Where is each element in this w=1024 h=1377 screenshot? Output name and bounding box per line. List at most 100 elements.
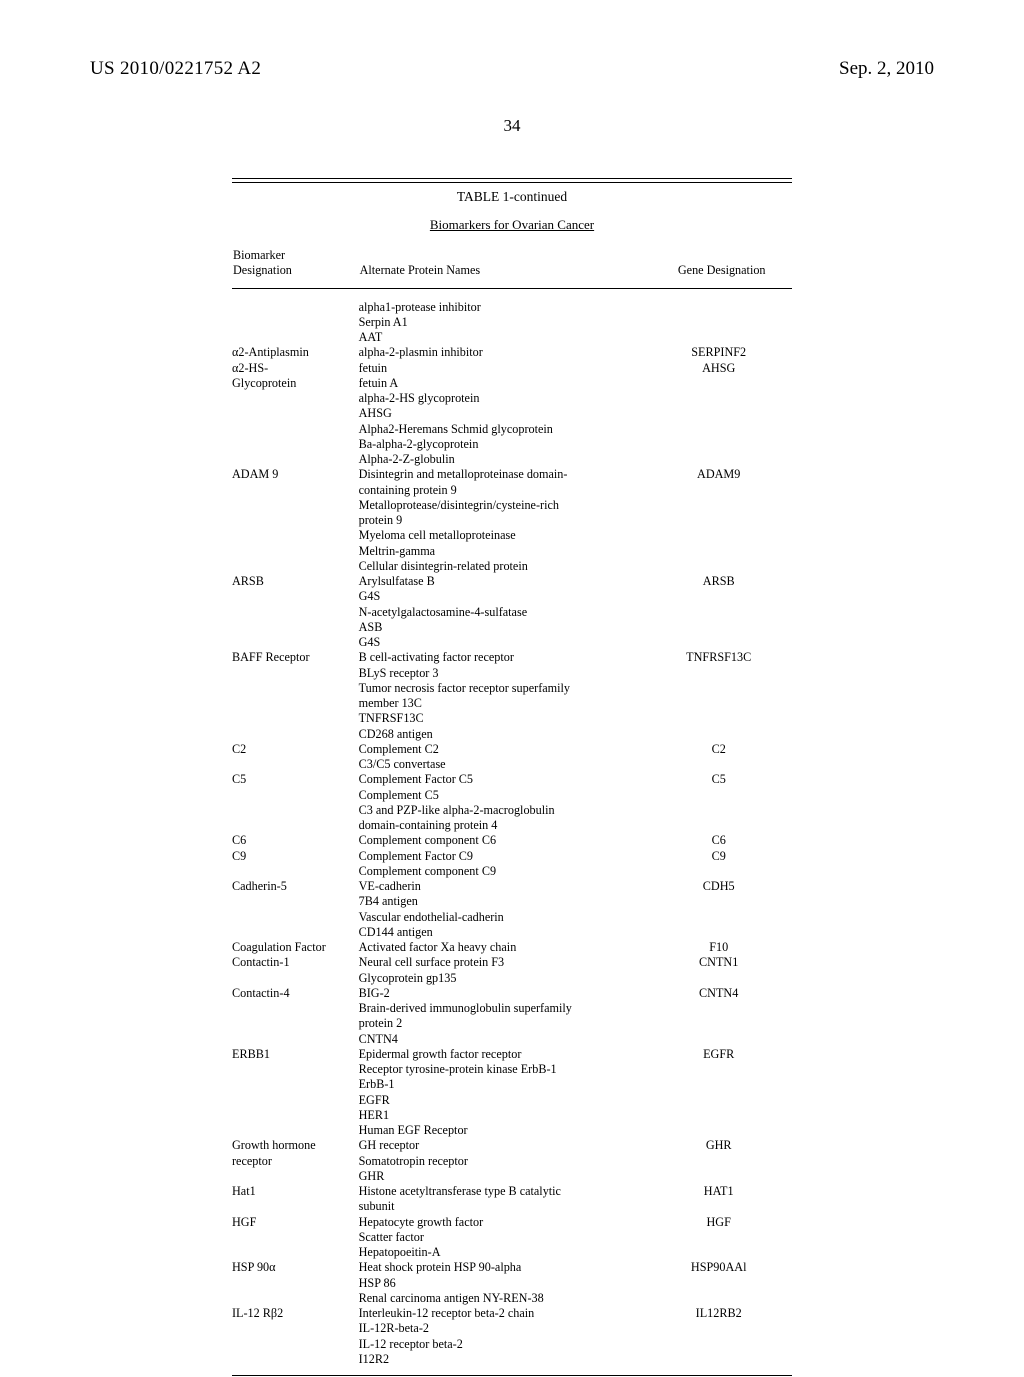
table-row: Cellular disintegrin-related protein (232, 559, 792, 574)
cell-biomarker (232, 757, 359, 772)
cell-alternate: Disintegrin and metalloproteinase domain… (359, 467, 652, 482)
table-row: HSP 90αHeat shock protein HSP 90-alphaHS… (232, 1260, 792, 1275)
cell-alternate: B cell-activating factor receptor (359, 650, 652, 665)
cell-biomarker (232, 1108, 359, 1123)
cell-gene (651, 620, 792, 635)
cell-gene (651, 803, 792, 818)
cell-alternate: ErbB-1 (359, 1077, 652, 1092)
cell-alternate: Vascular endothelial-cadherin (359, 910, 652, 925)
cell-biomarker: receptor (232, 1154, 359, 1169)
biomarkers-table: Biomarker Designation Alternate Protein … (232, 247, 792, 1367)
cell-biomarker (232, 1321, 359, 1336)
cell-biomarker: ADAM 9 (232, 467, 359, 482)
table-row: protein 9 (232, 513, 792, 528)
page-number: 34 (90, 116, 934, 136)
cell-alternate: Myeloma cell metalloproteinase (359, 528, 652, 543)
cell-biomarker (232, 681, 359, 696)
table-row: Metalloprotease/disintegrin/cysteine-ric… (232, 498, 792, 513)
table-row: BAFF ReceptorB cell-activating factor re… (232, 650, 792, 665)
cell-alternate: fetuin (359, 361, 652, 376)
cell-gene (651, 666, 792, 681)
cell-gene: EGFR (651, 1047, 792, 1062)
table-row: α2-Antiplasminalpha-2-plasmin inhibitorS… (232, 345, 792, 360)
cell-gene (651, 1276, 792, 1291)
cell-biomarker (232, 1016, 359, 1031)
table-row: AAT (232, 330, 792, 345)
cell-alternate: protein 2 (359, 1016, 652, 1031)
table-row: domain-containing protein 4 (232, 818, 792, 833)
cell-alternate: alpha1-protease inhibitor (359, 300, 652, 315)
cell-alternate: TNFRSF13C (359, 711, 652, 726)
cell-biomarker (232, 498, 359, 513)
cell-biomarker: α2-HS- (232, 361, 359, 376)
table-row: member 13C (232, 696, 792, 711)
cell-gene (651, 681, 792, 696)
cell-gene (651, 483, 792, 498)
table-row: Meltrin-gamma (232, 544, 792, 559)
cell-gene: IL12RB2 (651, 1306, 792, 1321)
table-row: BLyS receptor 3 (232, 666, 792, 681)
cell-biomarker: BAFF Receptor (232, 650, 359, 665)
cell-gene (651, 1352, 792, 1367)
cell-gene (651, 1108, 792, 1123)
table-row: ERBB1Epidermal growth factor receptorEGF… (232, 1047, 792, 1062)
table-row: ErbB-1 (232, 1077, 792, 1092)
cell-biomarker: Hat1 (232, 1184, 359, 1199)
cell-alternate: Epidermal growth factor receptor (359, 1047, 652, 1062)
table-row: Coagulation FactorActivated factor Xa he… (232, 940, 792, 955)
cell-alternate: C3/C5 convertase (359, 757, 652, 772)
cell-biomarker (232, 1352, 359, 1367)
cell-gene (651, 727, 792, 742)
cell-biomarker (232, 864, 359, 879)
cell-gene (651, 513, 792, 528)
cell-alternate: Complement C2 (359, 742, 652, 757)
table-row: G4S (232, 635, 792, 650)
cell-biomarker (232, 1062, 359, 1077)
cell-gene (651, 1123, 792, 1138)
cell-gene (651, 330, 792, 345)
table-row: C3/C5 convertase (232, 757, 792, 772)
cell-gene: CDH5 (651, 879, 792, 894)
cell-gene (651, 1154, 792, 1169)
cell-alternate: Tumor necrosis factor receptor superfami… (359, 681, 652, 696)
cell-alternate: alpha-2-plasmin inhibitor (359, 345, 652, 360)
cell-alternate: EGFR (359, 1093, 652, 1108)
col-header-alternate: Alternate Protein Names (359, 247, 652, 283)
cell-gene (651, 757, 792, 772)
cell-alternate: VE-cadherin (359, 879, 652, 894)
cell-gene: HSP90AAl (651, 1260, 792, 1275)
cell-alternate: CD268 antigen (359, 727, 652, 742)
cell-biomarker (232, 666, 359, 681)
cell-alternate: BIG-2 (359, 986, 652, 1001)
table-row: Ba-alpha-2-glycoprotein (232, 437, 792, 452)
cell-gene: HAT1 (651, 1184, 792, 1199)
cell-biomarker: ARSB (232, 574, 359, 589)
table-row: GHR (232, 1169, 792, 1184)
cell-gene (651, 925, 792, 940)
cell-biomarker: Contactin-1 (232, 955, 359, 970)
cell-gene (651, 1169, 792, 1184)
cell-alternate: Complement C5 (359, 788, 652, 803)
cell-alternate: BLyS receptor 3 (359, 666, 652, 681)
cell-gene (651, 376, 792, 391)
cell-alternate: containing protein 9 (359, 483, 652, 498)
table-row: Hepatopoeitin-A (232, 1245, 792, 1260)
cell-alternate: Renal carcinoma antigen NY-REN-38 (359, 1291, 652, 1306)
cell-biomarker (232, 513, 359, 528)
cell-alternate: fetuin A (359, 376, 652, 391)
table-row: Growth hormoneGH receptorGHR (232, 1138, 792, 1153)
cell-biomarker (232, 696, 359, 711)
cell-alternate: IL-12 receptor beta-2 (359, 1337, 652, 1352)
cell-biomarker (232, 635, 359, 650)
cell-gene (651, 1245, 792, 1260)
table-row: ARSBArylsulfatase BARSB (232, 574, 792, 589)
cell-gene (651, 422, 792, 437)
cell-gene (651, 1337, 792, 1352)
cell-alternate: member 13C (359, 696, 652, 711)
cell-biomarker (232, 605, 359, 620)
cell-biomarker (232, 1291, 359, 1306)
cell-biomarker (232, 391, 359, 406)
cell-gene (651, 696, 792, 711)
cell-alternate: AAT (359, 330, 652, 345)
cell-gene (651, 452, 792, 467)
